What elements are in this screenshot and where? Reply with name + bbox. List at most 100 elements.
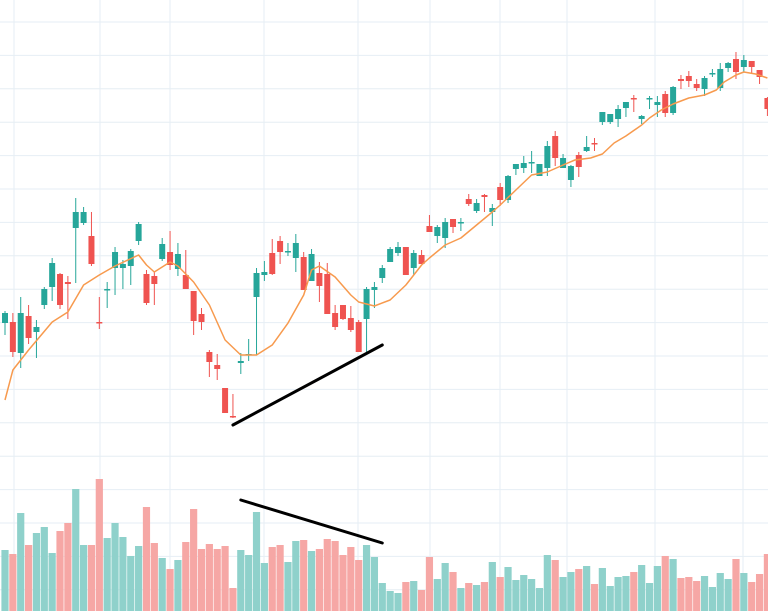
volume-bar bbox=[535, 588, 544, 611]
candle-body bbox=[575, 155, 582, 167]
candle-body bbox=[112, 252, 119, 268]
volume-bar bbox=[480, 582, 489, 611]
volume-bar bbox=[465, 583, 473, 611]
candle-body bbox=[104, 289, 111, 291]
volume-bar bbox=[630, 572, 638, 611]
volume-bar bbox=[362, 545, 371, 611]
volume-bar bbox=[40, 527, 48, 611]
volume-bar bbox=[190, 509, 198, 611]
candle-body bbox=[591, 143, 598, 145]
candle-body bbox=[638, 116, 645, 119]
candle-body bbox=[143, 274, 150, 303]
candle-body bbox=[536, 164, 543, 176]
candle-body bbox=[182, 275, 189, 289]
volume-bar bbox=[693, 581, 701, 611]
candle-body bbox=[167, 252, 174, 265]
candle-body bbox=[316, 273, 323, 286]
candle bbox=[237, 353, 244, 374]
volume-bar bbox=[410, 581, 418, 611]
candle-body bbox=[434, 227, 441, 236]
candle bbox=[96, 297, 103, 329]
candle bbox=[143, 270, 150, 305]
candle bbox=[426, 215, 433, 232]
volume-bar bbox=[685, 577, 693, 611]
candle-body bbox=[599, 112, 606, 122]
candles bbox=[2, 52, 768, 418]
candle-body bbox=[520, 163, 527, 168]
candle-body bbox=[292, 243, 299, 258]
candle bbox=[544, 141, 551, 176]
candle-body bbox=[395, 247, 401, 253]
candle-body bbox=[418, 255, 425, 264]
candle bbox=[253, 268, 260, 355]
candle-body bbox=[174, 254, 181, 269]
volume-bar bbox=[197, 549, 206, 611]
candle-body bbox=[198, 314, 205, 322]
candle-body bbox=[717, 69, 724, 88]
candle-body bbox=[457, 222, 464, 224]
candle bbox=[104, 282, 111, 308]
candle bbox=[245, 339, 252, 361]
candle-body bbox=[748, 61, 755, 67]
candle bbox=[80, 207, 87, 225]
candle-body bbox=[9, 322, 16, 352]
candle bbox=[418, 250, 425, 264]
candle-body bbox=[528, 162, 535, 164]
candle-body bbox=[615, 109, 622, 119]
volume-bar bbox=[763, 554, 768, 611]
volume-bar bbox=[119, 537, 127, 611]
candle-body bbox=[49, 263, 56, 287]
candle bbox=[701, 76, 708, 96]
volume-bar bbox=[598, 568, 606, 611]
volume-bar bbox=[205, 544, 213, 611]
candle-body bbox=[96, 322, 103, 324]
candle-body bbox=[17, 313, 24, 353]
candle-body bbox=[732, 59, 739, 72]
candle bbox=[190, 291, 197, 335]
candle-body bbox=[261, 272, 268, 275]
volume-bar bbox=[245, 555, 253, 611]
volume-bar bbox=[355, 560, 363, 611]
volume-bar bbox=[575, 569, 583, 611]
candle-body bbox=[237, 361, 244, 363]
candle bbox=[402, 247, 409, 275]
volume-bar bbox=[142, 507, 151, 611]
candle bbox=[229, 394, 236, 418]
candle bbox=[135, 222, 142, 245]
candle-body bbox=[622, 102, 629, 108]
candle bbox=[512, 164, 519, 175]
volume-bar bbox=[700, 576, 709, 611]
candle bbox=[277, 236, 284, 264]
candle bbox=[41, 287, 48, 309]
candle-body bbox=[544, 146, 551, 168]
volume-bar bbox=[543, 555, 551, 611]
candle bbox=[583, 136, 590, 152]
volume-bar bbox=[661, 556, 669, 611]
volume-bar bbox=[583, 566, 591, 611]
candle-body bbox=[701, 78, 708, 89]
candle-body bbox=[567, 166, 574, 180]
candle-body bbox=[552, 136, 559, 158]
candle bbox=[387, 247, 394, 262]
volume-bar bbox=[716, 573, 724, 611]
candle-body bbox=[277, 241, 284, 252]
candle-body bbox=[630, 98, 637, 100]
volume-bar bbox=[347, 547, 355, 611]
volume-bar bbox=[300, 540, 308, 611]
candle-body bbox=[685, 76, 692, 81]
candle-body bbox=[72, 212, 79, 228]
volume-bar bbox=[457, 588, 465, 611]
candle-body bbox=[505, 176, 512, 200]
candle bbox=[119, 260, 126, 289]
candle bbox=[497, 183, 504, 206]
candle bbox=[57, 273, 64, 309]
volume-bar bbox=[551, 560, 559, 611]
candle bbox=[222, 388, 229, 413]
volume-bar bbox=[127, 556, 135, 611]
candle bbox=[395, 242, 401, 256]
volume-bar bbox=[72, 489, 80, 611]
volume-bar bbox=[158, 558, 166, 611]
volume-bar bbox=[268, 547, 276, 611]
volume-bar bbox=[433, 579, 441, 611]
